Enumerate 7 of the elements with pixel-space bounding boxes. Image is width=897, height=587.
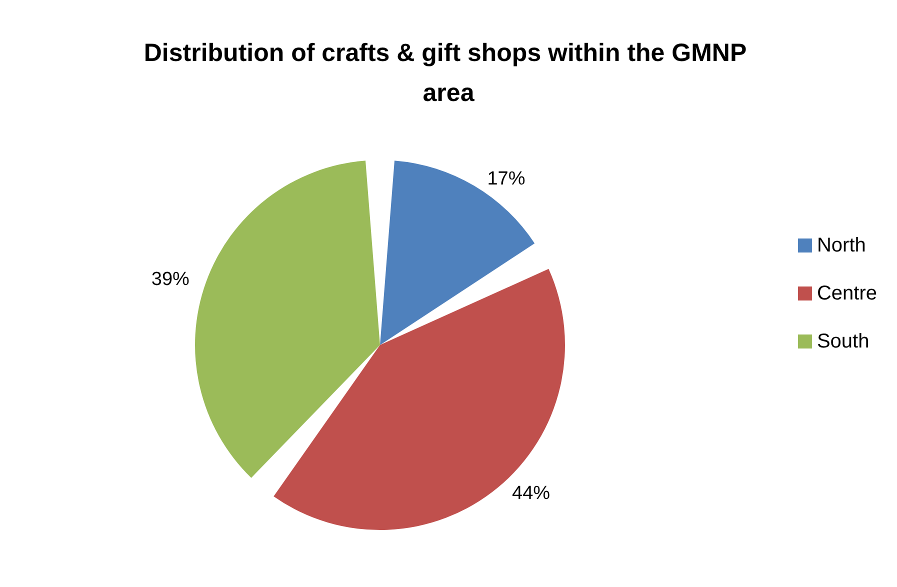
legend-label: South xyxy=(816,330,870,352)
chart-title: Distribution of crafts & gift shops within the GMNP area xyxy=(144,39,754,107)
legend-label: North xyxy=(816,234,866,256)
legend-label: Centre xyxy=(816,282,877,304)
data-label: 44% xyxy=(512,483,550,504)
data-label: 17% xyxy=(487,168,526,190)
data-label: 39% xyxy=(151,269,190,290)
